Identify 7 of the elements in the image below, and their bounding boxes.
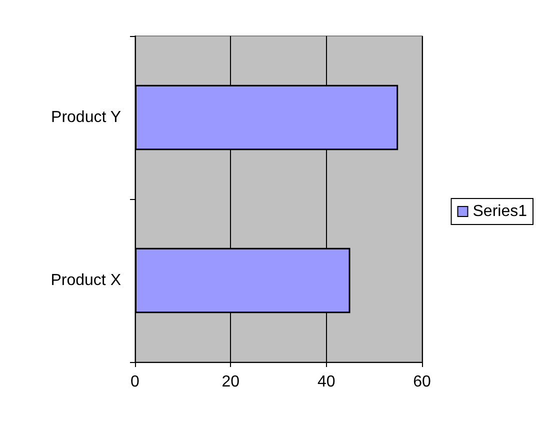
- y-tick-label: Product Y: [51, 109, 122, 126]
- x-tick-label: 20: [222, 374, 240, 390]
- y-tick-label: Product X: [50, 272, 122, 289]
- x-tick-label: 0: [130, 374, 140, 390]
- x-tick-label: 40: [317, 374, 336, 390]
- x-tick-label: 60: [413, 374, 431, 390]
- legend-label: Series1: [472, 203, 528, 220]
